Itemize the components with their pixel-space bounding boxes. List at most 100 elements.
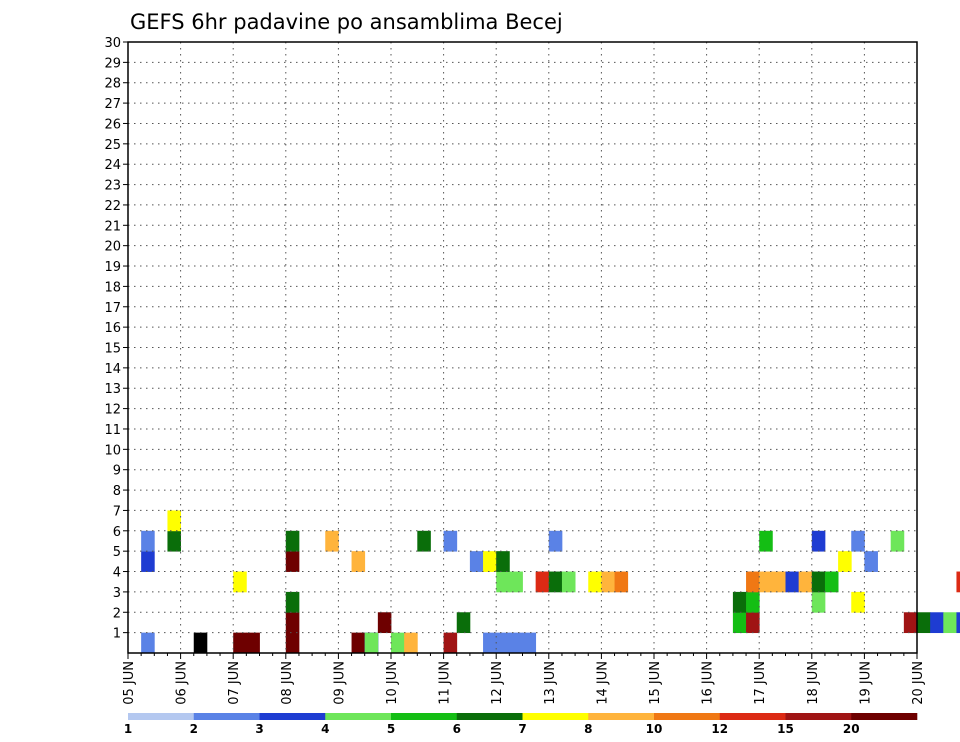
- heatmap-cell: [732, 612, 747, 634]
- colorbar-label: 8: [584, 722, 592, 736]
- gridlines: [128, 42, 917, 653]
- heatmap-cell: [141, 632, 155, 654]
- y-tick-label: 19: [104, 260, 121, 275]
- colorbar-label: 2: [190, 722, 198, 736]
- y-axis: 1234567891011121314151617181920212223242…: [104, 36, 128, 642]
- heatmap-cell: [377, 612, 392, 634]
- heatmap-cell: [167, 510, 181, 532]
- x-tick-label: 14 JUN: [595, 661, 610, 705]
- y-tick-label: 25: [104, 138, 121, 153]
- x-tick-label: 05 JUN: [122, 661, 137, 705]
- y-tick-label: 10: [104, 443, 121, 458]
- y-tick-label: 21: [104, 219, 121, 234]
- colorbar-segment: [391, 713, 458, 720]
- heatmap-cell: [903, 612, 918, 634]
- y-tick-label: 15: [104, 342, 121, 357]
- heatmap-cell: [732, 591, 747, 613]
- heatmap-cell: [509, 632, 523, 654]
- heatmap-cell: [285, 591, 300, 613]
- y-tick-label: 6: [113, 525, 121, 540]
- x-tick-label: 07 JUN: [227, 661, 242, 705]
- x-tick-label: 08 JUN: [280, 661, 295, 705]
- heatmap-cell: [391, 632, 405, 654]
- heatmap-cell: [956, 571, 960, 593]
- x-tick-label: 11 JUN: [438, 661, 453, 705]
- y-tick-label: 5: [113, 545, 121, 560]
- heatmap-cell: [588, 571, 602, 593]
- heatmap-cell: [864, 551, 878, 572]
- heatmap-cell: [535, 571, 550, 593]
- chart-title: GEFS 6hr padavine po ansamblima Becej: [130, 10, 563, 34]
- y-tick-label: 27: [104, 97, 121, 112]
- y-tick-label: 13: [104, 382, 121, 397]
- colorbar-label: 4: [321, 722, 329, 736]
- x-axis: 05 JUN 06 JUN 07 JUN 08 JUN 09 JUN 10 JUN 11 J…: [122, 653, 926, 705]
- y-tick-label: 17: [104, 301, 121, 316]
- heatmap-cell: [811, 530, 826, 552]
- x-tick-label: 13 JUN: [543, 661, 558, 705]
- heatmap-cell: [561, 571, 576, 593]
- colorbar-label: 6: [453, 722, 461, 736]
- heatmap-cell: [285, 612, 300, 634]
- heatmap-cell: [548, 530, 563, 552]
- heatmap-cell: [956, 612, 960, 634]
- colorbar-label: 10: [646, 722, 663, 736]
- colorbar-label: 7: [518, 722, 526, 736]
- y-tick-label: 18: [104, 280, 121, 295]
- heatmap-cell: [851, 530, 865, 552]
- heatmap-cell: [798, 571, 813, 593]
- colorbar-segment: [851, 713, 918, 720]
- heatmap-cell: [811, 591, 826, 613]
- heatmap-cell: [496, 571, 510, 593]
- heatmap-cell: [364, 632, 379, 654]
- heatmap-cell: [772, 571, 786, 593]
- heatmap-cell: [483, 551, 497, 572]
- heatmap-cell: [759, 571, 773, 593]
- heatmap-cell: [141, 530, 155, 552]
- colorbar-segment: [128, 713, 195, 720]
- heatmap-cell: [943, 612, 957, 634]
- heatmap-cell: [351, 632, 366, 654]
- y-tick-label: 3: [113, 586, 121, 601]
- heatmap-cell: [496, 551, 510, 572]
- heatmap-cell: [746, 571, 760, 593]
- heatmap-cell: [443, 530, 458, 552]
- y-tick-label: 24: [104, 158, 121, 173]
- heatmap-cell: [851, 591, 865, 613]
- colorbar-label: 12: [711, 722, 728, 736]
- colorbar-segment: [654, 713, 721, 720]
- heatmap-cell: [351, 551, 366, 572]
- y-tick-label: 11: [104, 423, 121, 438]
- y-tick-label: 4: [113, 566, 121, 581]
- y-tick-label: 16: [104, 321, 121, 336]
- heatmap-cell: [917, 612, 931, 634]
- colorbar-segment: [785, 713, 852, 720]
- heatmap-cell: [483, 632, 497, 654]
- x-tick-label: 16 JUN: [701, 661, 716, 705]
- heatmap-cell: [285, 632, 300, 654]
- heatmap-cell: [233, 571, 247, 593]
- x-tick-label: 09 JUN: [332, 661, 347, 705]
- heatmap-cell: [548, 571, 563, 593]
- heatmap-cell: [285, 530, 300, 552]
- colorbar-label: 5: [387, 722, 395, 736]
- y-tick-label: 14: [104, 362, 121, 377]
- heatmap-cell: [417, 530, 431, 552]
- heatmap-cell: [522, 632, 537, 654]
- y-tick-label: 20: [104, 240, 121, 255]
- colorbar-segment: [456, 713, 523, 720]
- x-tick-label: 06 JUN: [175, 661, 190, 705]
- y-tick-label: 8: [113, 484, 121, 499]
- heatmap-cell: [469, 551, 484, 572]
- heatmap-cell: [811, 571, 826, 593]
- x-tick-label: 15 JUN: [648, 661, 663, 705]
- y-tick-label: 1: [113, 627, 121, 642]
- heatmap-cell: [443, 632, 458, 654]
- x-tick-label: 17 JUN: [753, 661, 768, 705]
- y-tick-label: 23: [104, 179, 121, 194]
- y-tick-label: 2: [113, 606, 121, 621]
- y-tick-label: 28: [104, 77, 121, 92]
- heatmap-cell: [759, 530, 773, 552]
- y-tick-label: 12: [104, 403, 121, 418]
- x-tick-label: 19 JUN: [858, 661, 873, 705]
